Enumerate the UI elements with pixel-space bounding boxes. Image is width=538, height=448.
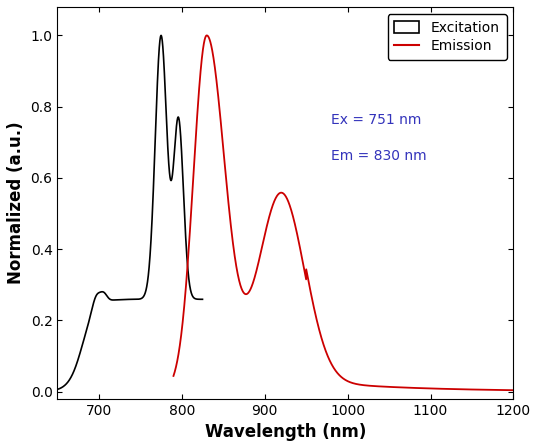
- X-axis label: Wavelength (nm): Wavelength (nm): [205, 423, 366, 441]
- Text: Em = 830 nm: Em = 830 nm: [331, 149, 427, 163]
- Y-axis label: Normalized (a.u.): Normalized (a.u.): [7, 121, 25, 284]
- Text: Ex = 751 nm: Ex = 751 nm: [331, 113, 421, 127]
- Legend: Excitation, Emission: Excitation, Emission: [387, 14, 507, 60]
